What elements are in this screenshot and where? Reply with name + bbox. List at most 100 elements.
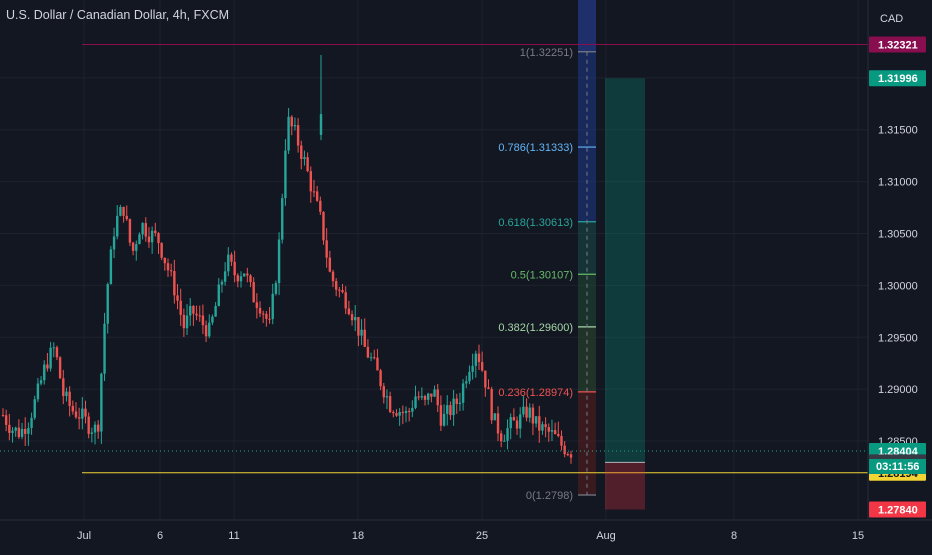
candle-body [547,427,550,432]
candle-body [446,405,449,414]
candle-body [506,428,509,441]
candle-body [300,145,303,160]
candle-body [242,273,246,277]
candle-body [503,440,506,442]
candle-body [379,370,382,387]
candle-body [100,373,103,432]
candle-body [160,243,163,258]
candle-body [427,393,430,400]
candle-body [24,428,27,434]
candle-body [423,396,427,400]
currency-label: CAD [880,13,903,25]
candle-body [328,257,332,272]
candle-body [566,454,570,456]
candle-body [395,413,398,416]
candle-body [319,200,322,212]
candle-body [306,157,309,172]
candle-body [230,254,233,262]
candle-body [401,412,405,414]
candle-body [534,416,538,424]
candle-body [325,240,328,258]
candle-body [20,428,24,438]
fib-level-label: 0.618(1.30613) [498,217,573,229]
candle-body [103,323,106,374]
candle-body [281,198,284,240]
candles [1,55,573,464]
candle-body [284,150,287,199]
candle-body [487,387,490,390]
candle-body [569,454,573,458]
candle-body [201,315,205,326]
candle-body [388,396,392,413]
price-axis[interactable] [868,0,932,520]
y-tick-label: 1.31500 [878,125,918,137]
candle-body [217,284,220,306]
candle-body [331,271,335,282]
candle-body [173,271,176,296]
y-tick-label: 1.29000 [878,384,918,396]
candle-body [363,329,366,347]
candle-body [214,305,217,317]
candle-body [341,290,344,293]
candle-body [147,236,151,243]
horizontal-lines [0,44,868,474]
candle-body [262,313,265,315]
candle-body [65,391,68,397]
candle-body [169,270,173,272]
fib-level-label: 0.382(1.29600) [498,322,573,334]
candle-body [563,445,566,455]
candle-body [471,365,474,372]
candle-body [347,308,351,315]
candle-body [474,353,478,366]
candle-body [150,230,154,243]
candle-body [166,263,170,271]
x-tick-label: 15 [852,530,864,542]
candle-body [128,219,132,243]
candle-body [496,413,500,434]
fib-zone [578,221,596,275]
candle-body [271,293,274,320]
candle-body [382,386,385,398]
candle-body [236,275,240,282]
candle-body [220,281,224,285]
symbol-title[interactable]: U.S. Dollar / Canadian Dollar, 4h, FXCM [6,8,230,22]
countdown-tag [869,459,926,474]
candle-body [366,346,370,358]
candle-body [522,406,525,415]
candle-body [33,399,36,418]
profit-zone [605,78,645,463]
long-position-tool[interactable] [605,78,645,510]
candle-body [442,413,446,426]
candle-body [525,406,528,418]
candle-body [4,415,8,425]
candle-body [490,389,493,421]
candle-body [223,271,227,282]
candle-body [265,313,268,319]
countdown-label: 03:11:56 [876,461,919,473]
candle-body [36,383,40,400]
candle-body [211,316,214,323]
candle-body [404,410,408,414]
time-axis[interactable] [0,520,932,550]
y-tick-label: 1.31000 [878,177,918,189]
candle-body [122,206,125,216]
candle-body [461,383,465,403]
candle-body [192,305,195,314]
x-tick-label: 25 [476,530,488,542]
candle-body [293,125,297,127]
candle-body [385,396,389,398]
candle-body [531,407,535,424]
candle-body [315,191,319,201]
grid-lines [0,0,868,520]
fibonacci-labels: 1(1.32251) 0.786(1.31333) 0.618(1.30613) 0.… [498,47,573,502]
candle-body [458,402,462,404]
fib-extension-zone [578,0,596,52]
candle-body [354,317,357,321]
candle-body [398,412,401,416]
price-tags: 1.323211.319961.284041.282941.281941.278… [869,36,926,518]
x-tick-label: 11 [228,530,239,542]
candle-body [227,254,230,272]
candle-body [334,281,338,290]
